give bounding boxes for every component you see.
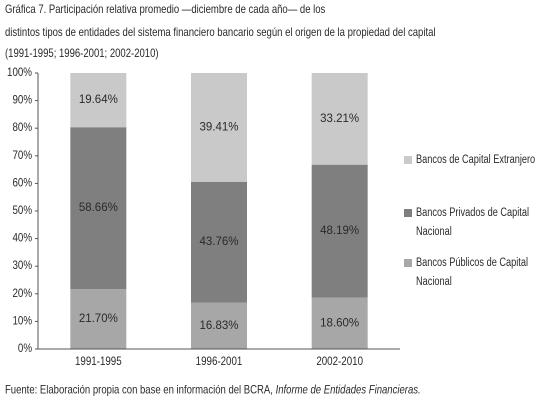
value-label: 58.66% — [79, 202, 118, 214]
y-tick-label: 30% — [12, 260, 32, 273]
bar-segment — [311, 297, 368, 349]
y-tick-label: 60% — [12, 177, 32, 190]
bar-segment — [191, 181, 247, 303]
x-label-group: 2002-2010 — [316, 355, 363, 368]
legend-label: Bancos Privados de Capital Nacional — [416, 207, 530, 238]
y-tick-label: 70% — [12, 149, 32, 162]
legend-swatch — [404, 209, 412, 217]
y-tick-label: 90% — [12, 94, 32, 107]
value-label: 19.64% — [79, 94, 118, 106]
bar-segment — [311, 73, 368, 165]
legend-swatch — [404, 156, 412, 164]
y-tick-label: 50% — [12, 204, 32, 217]
value-label: 21.70% — [79, 313, 118, 325]
y-tick-label: 0% — [18, 342, 33, 355]
x-tick-label: 2002-2010 — [316, 355, 363, 368]
source: Fuente: Elaboración propia con base en i… — [5, 383, 421, 396]
y-tick-label: 80% — [12, 122, 32, 135]
value-label: 33.21% — [320, 113, 359, 125]
value-label: 18.60% — [320, 317, 359, 329]
x-tick-label: 1996-2001 — [196, 355, 243, 368]
value-label: 16.83% — [199, 320, 238, 332]
legend-label: Bancos de Capital Extranjero — [416, 154, 536, 166]
y-tick-label: 20% — [12, 287, 32, 300]
source-italic: Informe de Entidades Financieras. — [276, 383, 421, 396]
y-tick-label: 10% — [12, 315, 32, 328]
chart-title: distintos tipos de entidades del sistema… — [5, 26, 436, 39]
bar-segment — [191, 302, 247, 349]
x-label-group: 1996-2001 — [196, 355, 243, 368]
legend-swatch — [404, 259, 412, 267]
chart-title: Gráfica 7. Participación relativa promed… — [5, 3, 325, 16]
bar-segment — [70, 289, 127, 349]
x-label-group: 1991-1995 — [75, 355, 122, 368]
y-tick-label: 40% — [12, 232, 32, 245]
value-label: 48.19% — [320, 225, 359, 237]
chart-title: (1991-1995; 1996-2001; 2002-2010) — [5, 47, 159, 60]
title-group: Gráfica 7. Participación relativa promed… — [5, 3, 436, 396]
value-label: 39.41% — [199, 121, 238, 133]
bar-segment — [191, 73, 247, 182]
bar-segment — [70, 73, 127, 128]
source-text: Fuente: Elaboración propia con base en i… — [5, 383, 276, 396]
bar-segment — [70, 127, 127, 290]
value-label: 43.76% — [199, 236, 238, 248]
x-tick-label: 1991-1995 — [75, 355, 122, 368]
y-tick-label: 100% — [7, 66, 32, 79]
y-labels: 0% 10% 20% 30% 40% 50% 60% 70% 80% 90% 100% — [7, 66, 32, 355]
bar-segment — [311, 164, 368, 298]
legend-label: Bancos Públicos de Capital Nacional — [416, 257, 528, 288]
